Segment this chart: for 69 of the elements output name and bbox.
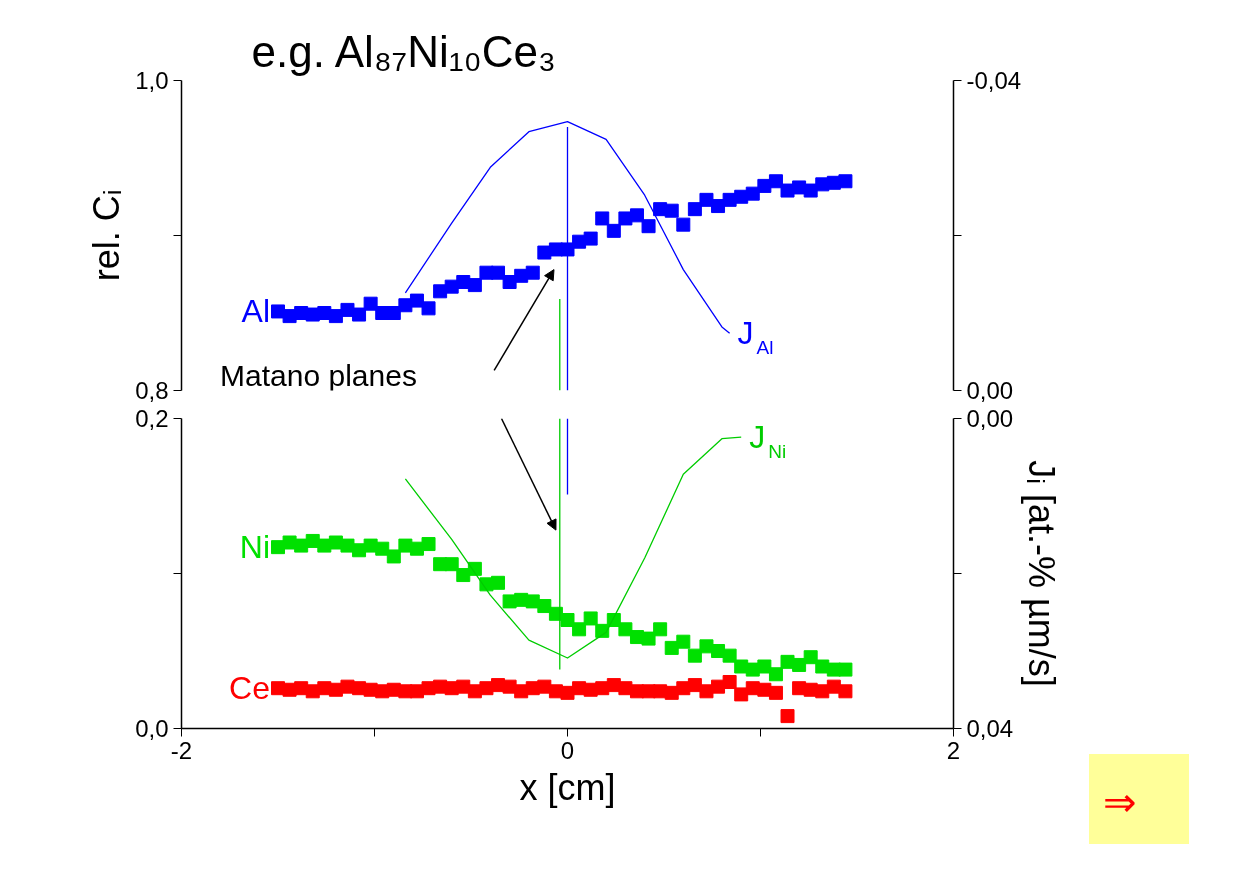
x-tick-label: -2 [170,736,193,764]
point [560,613,575,627]
series-label: Al [241,293,270,330]
point [722,675,737,689]
y2-axis-title: Jᵢ [at.-% µm/s] [1021,460,1063,687]
point [768,174,783,189]
point [722,648,737,663]
y-tick-label: 1,0 [135,67,169,94]
point [606,223,621,238]
point [444,557,459,572]
point [537,599,552,614]
point [467,278,482,293]
point [803,650,818,665]
point [780,709,795,724]
y-tick-label: 0,8 [135,377,169,404]
point [352,307,367,322]
point [757,659,772,674]
point [641,631,656,646]
point [386,306,401,320]
point [409,293,424,308]
point [491,575,506,590]
point [699,192,714,207]
line-series [404,120,731,334]
point [792,657,807,672]
text: ⇒ [1103,779,1137,826]
point [421,301,436,316]
point [595,211,610,226]
point [502,275,517,289]
point [838,684,853,699]
point [421,537,436,552]
y2-tick-label: 0,00 [966,377,1014,404]
point [560,242,575,257]
point [386,549,401,564]
y-tick-label: 0,0 [135,715,169,742]
point [583,611,598,626]
point [375,541,390,556]
y2-tick-label: 0,04 [966,715,1014,742]
x-tick-label: 0 [560,736,575,764]
series-label: Ni [239,529,270,566]
point [687,202,702,217]
point [572,622,587,637]
point [363,296,378,311]
point [734,687,749,702]
point [803,183,818,198]
chart-title: e.g. Al₈₇Ni₁₀Ce₃ [251,26,556,76]
point [687,648,702,663]
point [676,634,691,649]
point [768,685,783,700]
y2-tick-label: -0,04 [966,67,1022,94]
point [618,622,633,637]
point [629,208,644,223]
point [838,174,853,189]
x-tick-label: 2 [946,736,961,764]
y2-tick-label: 0,00 [966,405,1014,432]
series-label: Ce [229,670,270,707]
point [838,662,853,677]
point [768,667,783,682]
y-tick-label: 0,2 [135,405,169,432]
point [664,203,679,218]
point [641,219,656,234]
point [745,186,760,201]
point [583,231,598,246]
point [491,265,506,280]
x-axis-title: x [cm] [519,766,616,808]
point [653,622,668,637]
point [525,265,540,280]
y-axis-title: rel. Cᵢ [86,189,128,282]
point [676,217,691,232]
point [456,568,471,583]
